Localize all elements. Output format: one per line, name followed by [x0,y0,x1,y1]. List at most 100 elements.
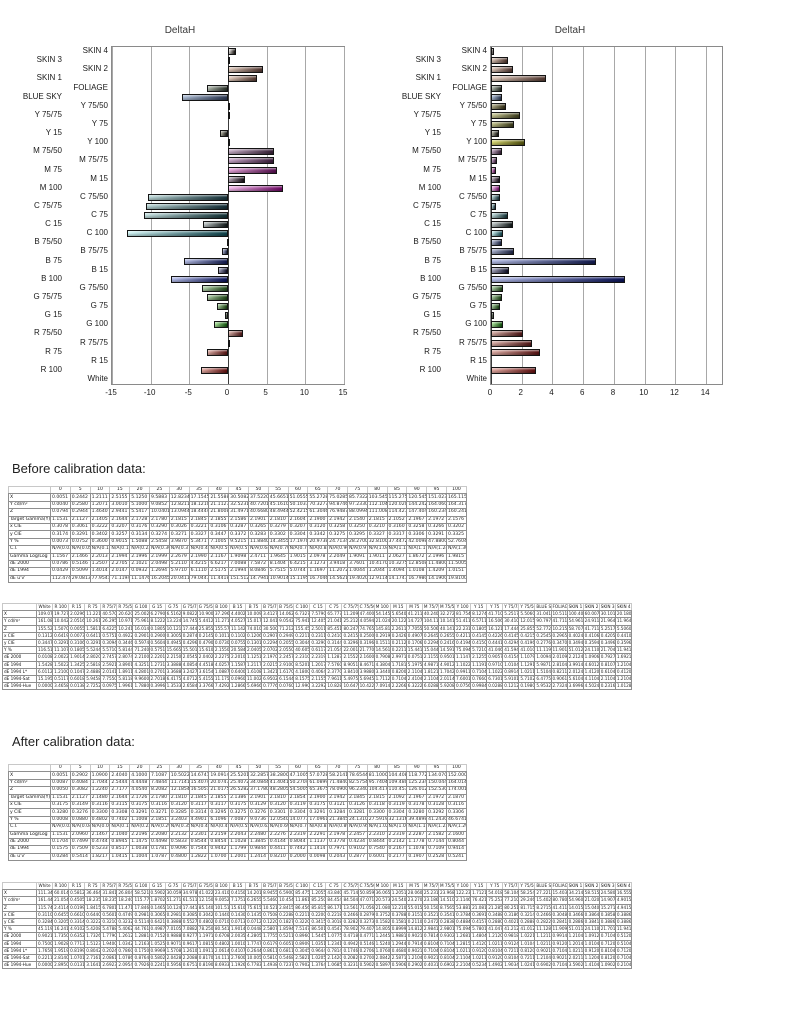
table-cell: 0.1435 [245,910,263,919]
table-cell: 0.7442 [287,845,309,854]
table-cell: 18.2354 [100,896,118,905]
table-cell: 2.1550 [212,646,230,655]
gridline [706,47,707,384]
table-cell: 0.5902 [148,889,166,898]
table-corner-cell [8,485,51,495]
category-label: C 75/50 [79,191,108,201]
table-cell: 0.1980 [518,682,536,691]
table-cell: 3.4127 [261,610,279,619]
row-label: Y cd/m² [8,500,51,510]
column-header: M 100 [373,881,391,891]
table-cell: N/A(0.505) [208,545,230,554]
table-cell: 2.7600 [228,953,247,963]
table-row: dE u'v'112.474329.081377.954171.119411.1… [8,574,468,584]
column-header: 60 [287,485,309,495]
table-cell: 28.0601 [405,889,423,898]
bar-y-75 [491,120,515,128]
table-cell: 5.7102 [518,674,536,684]
table-cell: 0.2888 [518,917,536,927]
column-header: FOLIAGE [550,602,568,612]
table-cell: 0.6419 [52,631,70,640]
table-cell: 116.5155 [35,646,54,655]
table-cell: 3.6154 [196,667,214,676]
table-cell: 8.2082 [148,786,170,795]
table-cell: 0.6051 [277,939,295,948]
table-cell: 2.2457 [346,830,368,839]
table-cell: 0.0760 [277,682,295,691]
table-cell: 0.3271 [168,530,190,539]
table-cell: 10.2614 [84,617,102,626]
category-label: BLUE SKY [22,91,62,101]
table-cell: 0.2944 [69,508,91,517]
table-cell: 10.5022 [168,771,190,780]
table-cell: 2.2080 [148,830,170,839]
table-cell: 0.7104 [614,953,633,963]
table-cell: 1.7112 [373,674,391,684]
table-cell: 1.1531 [50,515,71,524]
table-cell: 1.2414 [247,852,269,862]
column-header: SKIN 2 [582,602,600,612]
table-cell: 1.2822 [188,852,210,862]
table-cell: 4.4215 [188,559,210,569]
section-heading-after: After calibration data: [12,734,135,749]
table-cell: 65.7772 [325,610,343,619]
table-cell: 0.3291 [129,808,150,817]
bar-b-100 [491,275,625,283]
table-cell: 115.2758 [386,493,408,502]
table-cell: 0.3788 [389,910,407,919]
table-cell: 0.0098 [307,852,329,862]
table-cell: 0.3304 [287,808,309,817]
table-cell: 19.7278 [52,610,70,619]
category-label: G 75/50 [79,282,108,292]
table-cell: 1.0205 [309,953,327,963]
table-cell: 2.2196 [129,830,150,839]
column-header: 75 [346,763,368,773]
table-cell: 6.7327 [293,610,311,619]
table-cell: 0.2880 [486,917,504,927]
table-cell: 0.0199 [68,903,86,912]
gridline [305,47,306,384]
table-cell: 5.1975 [405,660,423,669]
table-cell: 2.1576 [445,515,468,524]
table-cell: 20.1222 [389,617,407,626]
table-cell: 0.2874 [180,631,198,640]
x-axis-tick-label: 15 [338,388,348,397]
table-cell: 6.7783 [245,961,263,970]
column-header: 0 [50,763,71,773]
table-cell: 0.2879 [357,910,375,919]
column-header: M 100 [373,602,391,612]
table-cell: 0.3207 [109,522,131,532]
column-header: R 100 [52,602,70,612]
table-cell: 41.0471 [486,925,504,934]
table-cell: 1.0221 [518,932,536,941]
table-cell: 0.4107 [228,946,247,955]
table-cell: 0.7860 [116,946,134,955]
table-cell: 2.8140 [52,953,70,963]
table-cell: 4.2801 [132,667,150,676]
table-cell: 4.0257 [212,660,230,669]
table-cell: 0.7908 [373,653,391,662]
table-cell: 47.4000 [357,610,375,619]
table-cell: 0.1212 [502,682,520,691]
bar-y-75-50 [228,102,230,110]
table-cell: 2.1386 [228,793,249,802]
bar-skin-3 [228,57,230,65]
table-cell: 12.1854 [168,786,190,795]
table-cell: 2.0124 [566,667,584,676]
table-cell: N/A(0.355) [168,823,190,832]
table-header-row: 0 5 10 15 20 25 30 35 40 45 50 55 60 65 70 75 80 85 90 95 10… [8,763,468,773]
table-cell: 1.2866 [228,682,247,691]
table-cell: 5.5460 [261,896,279,905]
column-header: 35 [188,763,210,773]
table-cell: 94.8746 [327,500,348,510]
table-cell: 4.9012 [437,660,456,669]
table-cell: 2.1780 [148,793,170,802]
table-cell: 0.3151 [405,910,423,919]
table-cell: 0.4144 [267,837,289,847]
table-cell: 0.6902 [534,961,552,970]
table-cell: 41.2111 [405,610,423,619]
table-cell: 1.1926 [228,961,247,970]
